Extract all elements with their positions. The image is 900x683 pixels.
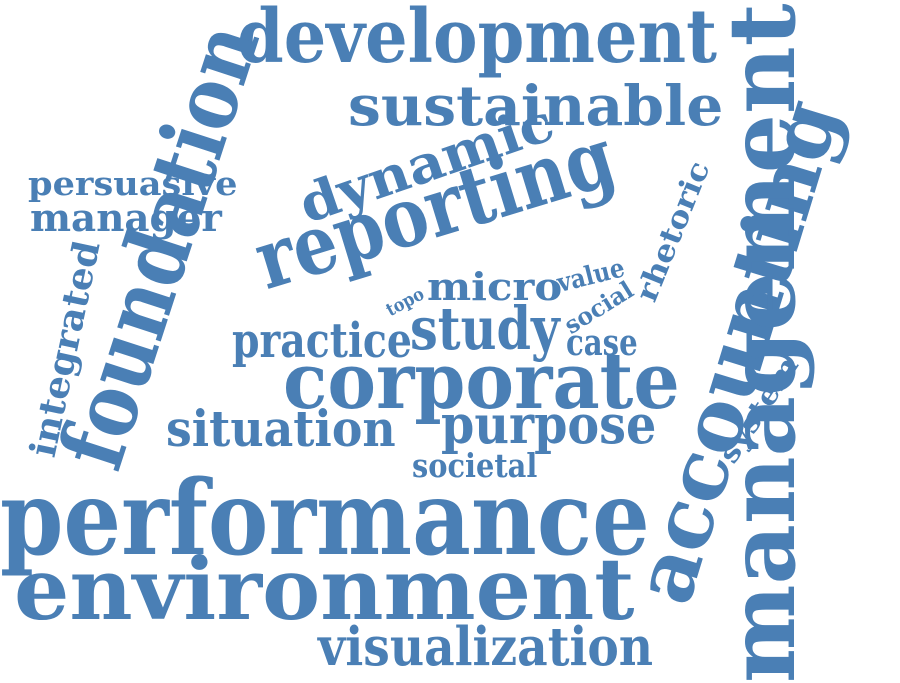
word-rhetoric: rhetoric [629, 156, 718, 307]
word-micro: micro [427, 264, 563, 309]
word-sustainable: sustainable [348, 73, 724, 138]
word-environment: environment [14, 540, 635, 640]
word-case: case [566, 321, 638, 364]
word-corporate: corporate [283, 336, 680, 427]
word-practice: practice [232, 313, 412, 369]
word-visualization: visualization [318, 615, 654, 678]
word-societal: societal [412, 447, 538, 485]
word-situation: situation [166, 400, 396, 458]
word-study: study [410, 294, 560, 363]
word-purpose: purpose [441, 393, 657, 456]
word-manager: manager [30, 195, 222, 240]
word-management: management [708, 3, 816, 683]
word-development: development [237, 0, 718, 80]
word-performance: performance [0, 459, 650, 579]
word-persuasive: persuasive [28, 165, 238, 203]
